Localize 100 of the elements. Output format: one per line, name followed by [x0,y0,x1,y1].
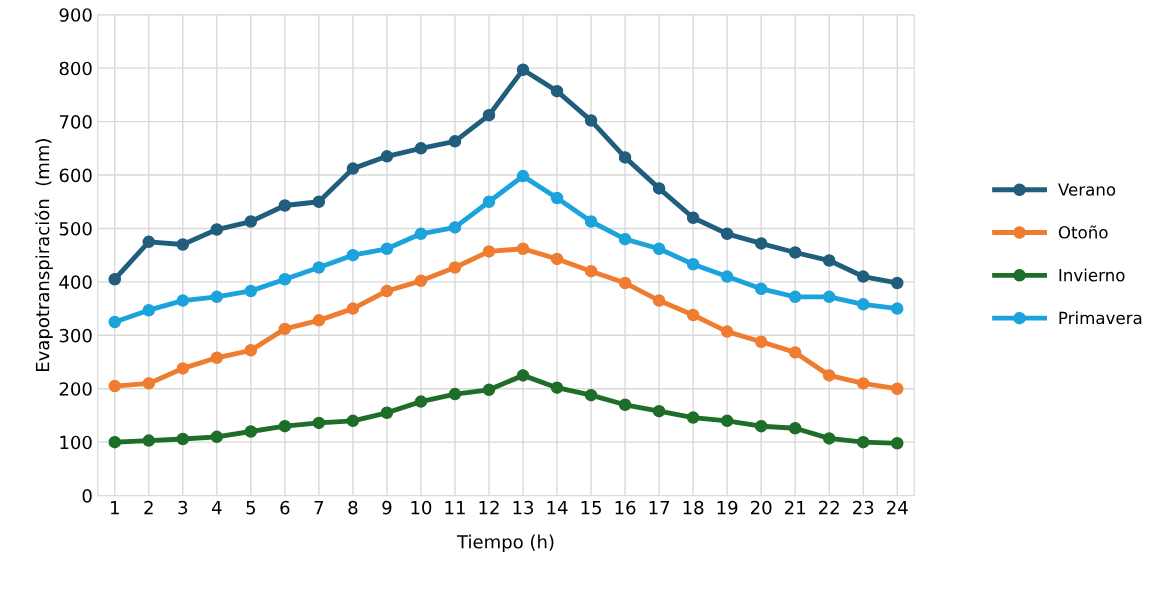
point [210,223,224,236]
point [142,303,156,317]
x-tick-label: 23 [853,500,874,515]
point [448,261,462,274]
y-tick-label: 300 [59,328,92,343]
point [856,377,870,390]
point [210,430,224,444]
point [686,211,700,225]
point [312,314,326,327]
point [142,434,156,447]
point [176,238,190,251]
point [754,237,768,250]
point [244,215,258,228]
point [108,435,122,449]
point [856,435,870,449]
point [108,379,122,393]
point [482,108,496,122]
point [550,84,564,98]
x-tick-label: 18 [683,500,704,515]
point [176,432,190,446]
y-tick-label: 100 [60,435,92,450]
point [720,270,734,283]
x-tick-label: 16 [615,500,636,515]
point [346,414,360,428]
point [448,387,462,401]
point [516,369,530,382]
x-tick-label: 21 [785,500,805,515]
point [278,272,292,286]
legend-label: Invierno [1059,268,1125,282]
point [890,276,904,290]
x-tick-label: 11 [445,501,465,515]
x-tick-label: 2 [144,500,153,515]
point [550,191,564,205]
point [346,248,360,262]
point [482,195,496,208]
point [210,290,224,304]
point [754,282,768,296]
point [686,411,700,424]
point [822,254,836,267]
point [686,258,700,271]
x-tick-label: 10 [411,500,432,515]
point [142,377,156,390]
point [346,162,360,175]
y-axis-title: Evapotranspiración (mm) [34,139,53,372]
point [550,252,564,266]
point [516,242,530,256]
y-tick-label: 400 [59,275,92,290]
x-tick-label: 17 [649,501,670,515]
point [720,325,734,338]
point [686,308,700,322]
point [142,235,156,249]
x-tick-label: 24 [887,500,908,515]
point [754,419,768,433]
point [516,63,530,77]
point [380,284,394,298]
point [584,264,598,278]
point [822,432,836,445]
point [822,290,836,304]
point [822,369,836,382]
point [788,346,802,359]
x-tick-label: 15 [581,501,601,515]
point [176,294,190,307]
legend-label: Otoño [1058,225,1108,239]
point [244,344,258,357]
point [312,416,326,430]
point [890,382,904,395]
y-tick-label: 900 [59,8,92,22]
x-tick-label: 6 [280,500,290,515]
point [584,388,598,402]
point [652,404,666,418]
point [720,227,734,241]
point [788,290,802,304]
point [618,151,632,164]
point [550,381,564,394]
point [414,395,428,408]
x-tick-label: 4 [211,501,222,515]
y-tick-label: 200 [59,382,92,396]
point [244,284,258,298]
legend-label: Primavera [1059,311,1142,325]
point [482,383,496,397]
point [244,425,258,438]
x-tick-label: 9 [382,500,392,515]
y-tick-label: 800 [59,61,92,76]
y-tick-label: 700 [59,115,92,129]
point [346,302,360,315]
point [652,182,666,195]
point [312,195,326,208]
point [856,270,870,283]
point [380,150,394,163]
point [312,261,326,274]
point [788,422,802,435]
x-tick-label: 20 [750,500,772,515]
x-tick-label: 8 [348,500,358,515]
point [448,135,462,148]
point [380,406,394,420]
point [414,227,428,241]
point [618,398,632,412]
x-axis-title: Tiempo (h) [456,534,554,553]
point [754,335,768,348]
point [278,322,292,336]
